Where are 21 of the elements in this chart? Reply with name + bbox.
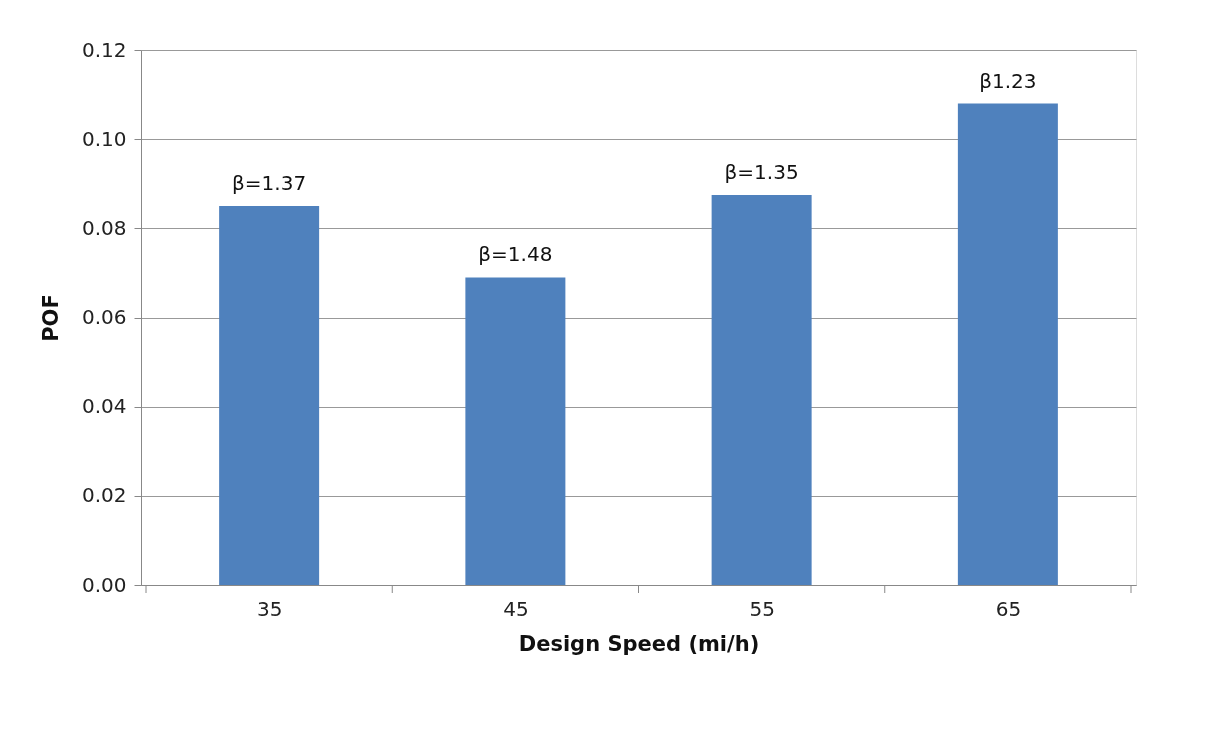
bar bbox=[465, 277, 566, 585]
bar bbox=[219, 206, 320, 585]
y-tick-label: 0.06 bbox=[81, 305, 127, 329]
y-tick-label: 0.10 bbox=[81, 126, 127, 151]
y-axis-title: POF bbox=[38, 294, 63, 342]
x-axis-title: Design Speed (mi/h) bbox=[518, 631, 760, 656]
annotation: β=1.37 bbox=[232, 171, 307, 196]
bar bbox=[957, 103, 1058, 585]
x-tick-label: 55 bbox=[749, 596, 775, 621]
x-tick-label: 45 bbox=[503, 596, 529, 621]
y-tick-label: 0.12 bbox=[81, 37, 127, 62]
annotation: β=1.48 bbox=[478, 242, 553, 267]
annotation: β1.23 bbox=[979, 68, 1037, 93]
x-tick-label: 35 bbox=[256, 596, 283, 621]
annotation: β=1.35 bbox=[724, 159, 799, 184]
y-tick-label: 0.00 bbox=[81, 572, 127, 597]
y-tick-label: 0.08 bbox=[81, 215, 127, 240]
y-tick-label: 0.04 bbox=[81, 394, 127, 419]
y-tick-label: 0.02 bbox=[81, 483, 127, 508]
bar bbox=[711, 194, 812, 585]
x-tick-label: 65 bbox=[995, 596, 1022, 621]
